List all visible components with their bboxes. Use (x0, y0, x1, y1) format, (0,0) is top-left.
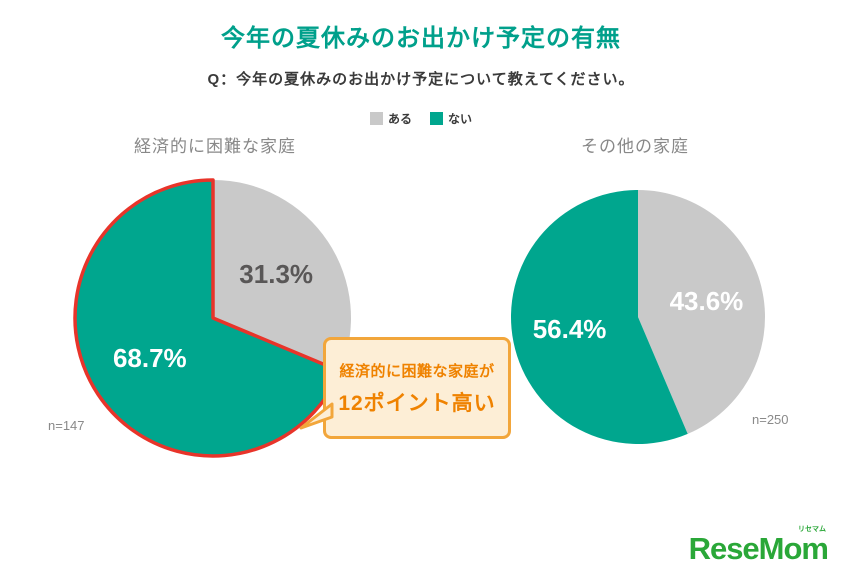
pie-value-label: 68.7% (113, 343, 187, 373)
pie-slice-ない (75, 180, 341, 456)
resemom-logo-katakana: リセマム (798, 526, 826, 533)
resemom-logo-text: ReseMom (688, 531, 829, 566)
left-sample-size: n=147 (48, 418, 85, 433)
right-chart-title: その他の家庭 (581, 137, 689, 156)
legend-label-nai: ない (448, 112, 473, 126)
legend-item-aru: ある (369, 110, 412, 127)
resemom-logo: リセマム ReseMom (688, 526, 829, 566)
legend-swatch-nai (430, 112, 443, 125)
pie-slice-outline (73, 178, 343, 458)
pie-slice-ない (510, 190, 688, 444)
legend: ある ない (0, 110, 842, 127)
callout-tail-icon (299, 402, 334, 430)
legend-label-aru: ある (387, 112, 412, 126)
callout-text-line2: 12ポイント高い (338, 391, 496, 415)
right-sample-size: n=250 (752, 412, 789, 427)
pie-chart-other-families: 43.6% 56.4% (510, 190, 765, 444)
legend-swatch-aru (369, 112, 383, 125)
left-chart-title: 経済的に困難な家庭 (134, 137, 296, 156)
legend-item-nai: ない (430, 110, 472, 127)
pie-slice-ある (213, 180, 352, 372)
callout-text-line1: 経済的に困難な家庭が (339, 362, 495, 380)
pie-value-label: 43.6% (670, 286, 744, 316)
pie-value-label: 31.3% (239, 259, 313, 289)
annotation-callout: 経済的に困難な家庭が 12ポイント高い (299, 337, 511, 439)
pie-chart-economically-difficult: 31.3% 68.7% (73, 178, 352, 458)
pie-slice-ある (638, 190, 765, 434)
question-text: Q：今年の夏休みのお出かけ予定について教えてください。 (207, 71, 635, 88)
page-title: 今年の夏休みのお出かけ予定の有無 (221, 25, 621, 52)
pie-value-label: 56.4% (533, 314, 607, 344)
